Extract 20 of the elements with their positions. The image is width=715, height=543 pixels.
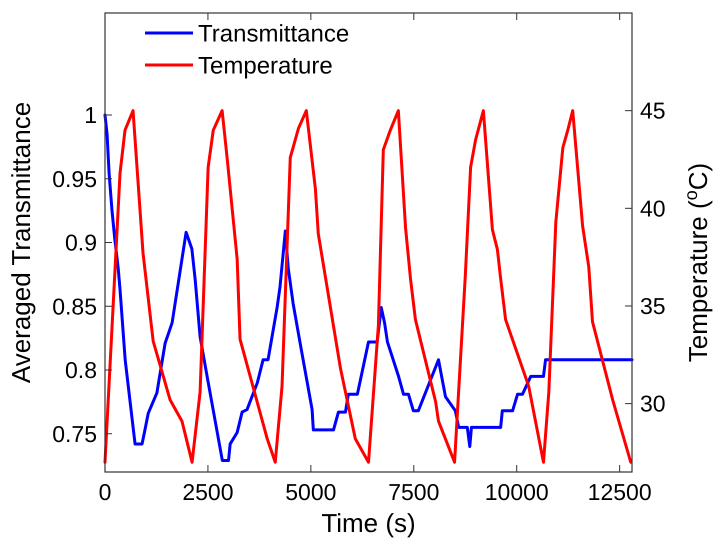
legend-label: Temperature: [198, 52, 333, 80]
x-tick-label: 0: [98, 479, 112, 505]
y-tick-label: 0.85: [52, 293, 97, 320]
y-axis-title: Averaged Transmittance: [6, 102, 36, 384]
y-tick-label: 0.8: [65, 357, 97, 384]
x-tick-label: 12500: [588, 479, 652, 505]
y-tick-label: 0.9: [65, 230, 97, 256]
x-tick-label: 2500: [182, 479, 234, 505]
y2-tick-label: 45: [640, 98, 666, 124]
y-tick-label: 0.75: [52, 420, 97, 447]
x-tick-label: 10000: [484, 479, 549, 505]
x-tick-label: 7500: [388, 479, 440, 505]
y2-tick-label: 35: [640, 293, 666, 320]
y2-tick-label: 40: [640, 195, 666, 222]
x-axis-title: Time (s): [321, 508, 416, 538]
x-tick-label: 5000: [285, 479, 336, 505]
y-tick-label: 0.95: [52, 166, 97, 192]
y-tick-label: 1: [84, 102, 97, 128]
legend-label: Transmittance: [198, 20, 350, 48]
y2-tick-label: 30: [640, 390, 666, 417]
